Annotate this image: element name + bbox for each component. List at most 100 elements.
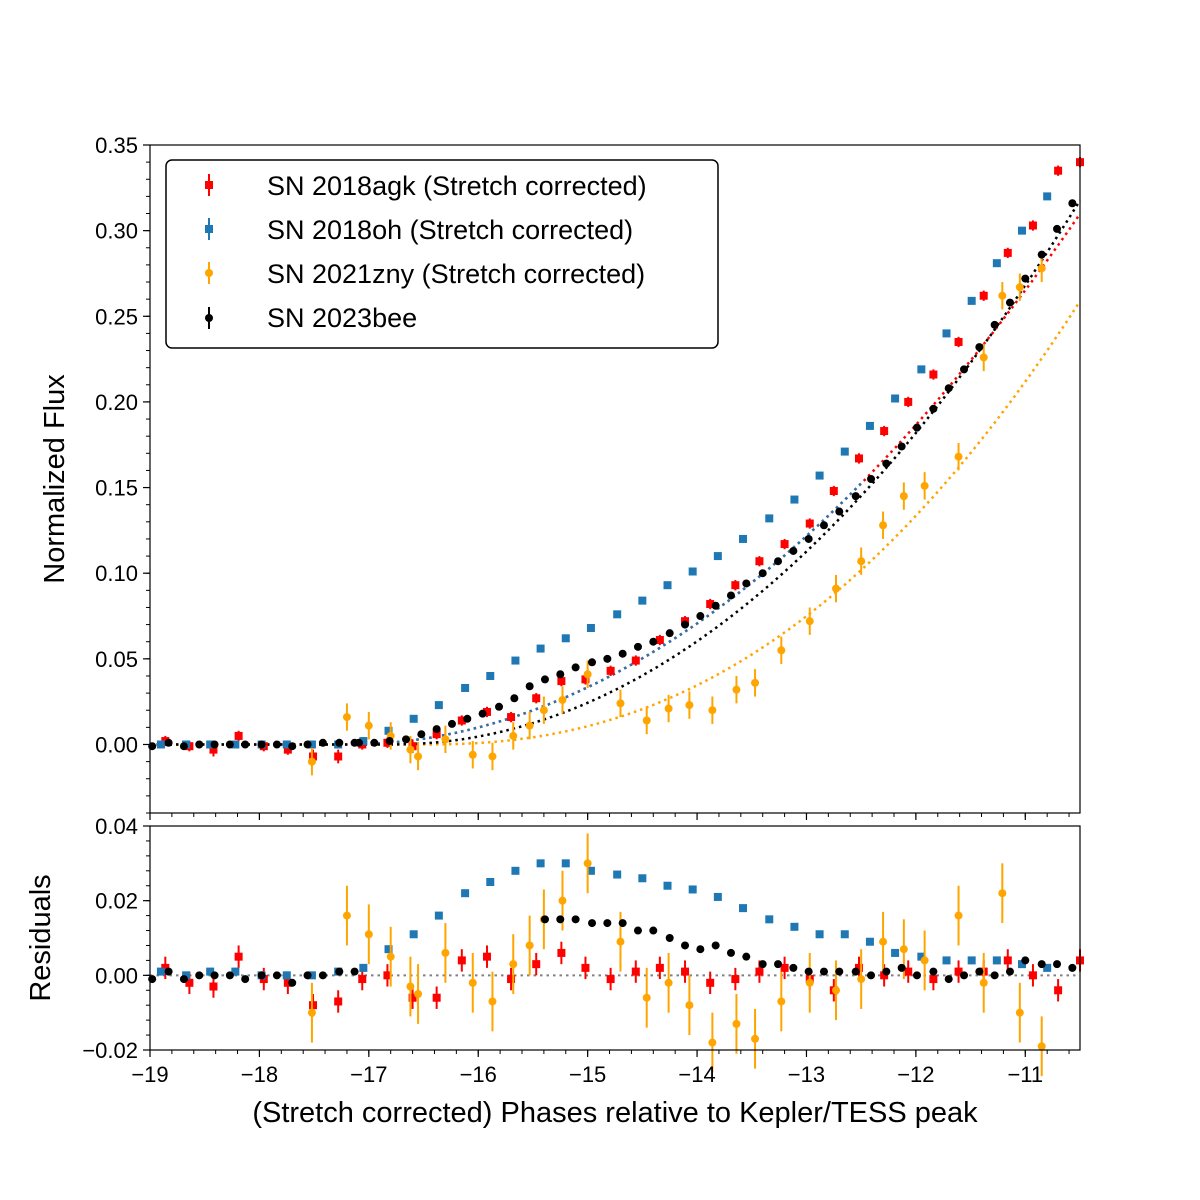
legend-marker-circle [205, 314, 213, 322]
data-point [588, 658, 597, 667]
data-point [161, 963, 170, 972]
data-point [432, 725, 441, 734]
y-tick-label: 0.00 [95, 963, 138, 988]
residual-x-ticks: −19 −18 −17 −16 −15 −14 −13 −12 −11 [131, 1050, 1070, 1087]
data-point [944, 384, 953, 393]
data-point [603, 919, 612, 928]
data-point [880, 971, 889, 980]
data-point [790, 922, 799, 931]
data-point [409, 930, 418, 939]
data-point [789, 963, 798, 972]
data-point [303, 740, 312, 749]
data-point [665, 934, 674, 942]
x-tick-label: −12 [897, 1062, 934, 1087]
data-point [851, 492, 860, 501]
data-point [409, 714, 418, 723]
main-fit-curves [150, 199, 1082, 746]
data-point [441, 948, 450, 957]
data-point [359, 963, 368, 972]
data-point [954, 337, 963, 346]
data-point [179, 742, 188, 751]
data-point [478, 709, 487, 718]
data-point [840, 447, 849, 456]
data-point [832, 986, 841, 995]
data-point [975, 343, 984, 352]
x-tick-label: −16 [460, 1062, 497, 1087]
data-point [364, 930, 373, 939]
legend-label-sn2023bee: SN 2023bee [267, 303, 417, 333]
data-point [463, 714, 472, 723]
x-tick-label: −17 [350, 1062, 387, 1087]
data-point [408, 993, 417, 1002]
series-sn-2021zny [307, 254, 1046, 776]
data-point [148, 742, 157, 751]
data-point [457, 956, 466, 965]
data-point [751, 1034, 760, 1043]
main-data-points [148, 156, 1084, 776]
data-point [288, 742, 297, 751]
data-point [586, 866, 595, 875]
data-point [571, 915, 580, 924]
data-point [434, 701, 443, 710]
data-point [880, 427, 889, 436]
data-point [195, 740, 204, 749]
data-point [1018, 960, 1027, 969]
data-point [561, 634, 570, 643]
data-point [511, 866, 520, 875]
data-point [706, 600, 715, 609]
data-point [1054, 986, 1063, 995]
data-point [998, 291, 1007, 300]
data-point [241, 740, 250, 749]
data-point [696, 945, 705, 954]
data-point [942, 329, 951, 338]
data-point [755, 557, 764, 566]
data-point [1021, 274, 1030, 283]
data-point [819, 521, 828, 530]
data-point [979, 291, 988, 300]
data-point [1054, 166, 1063, 175]
data-point [789, 546, 798, 555]
legend-marker-circle [205, 269, 213, 277]
data-point [257, 740, 266, 749]
data-point [525, 682, 534, 691]
data-point [303, 971, 312, 980]
data-point [664, 978, 673, 987]
data-point [742, 952, 751, 961]
data-point [706, 978, 715, 987]
data-point [765, 514, 774, 523]
data-point [879, 937, 888, 946]
data-point [613, 870, 622, 879]
x-tick-label: −14 [678, 1062, 715, 1087]
data-point [606, 666, 615, 675]
data-point [384, 945, 393, 954]
data-point [731, 975, 740, 984]
data-point [288, 978, 297, 987]
data-point [774, 960, 783, 969]
data-point [616, 937, 625, 946]
data-point [917, 952, 926, 961]
data-point [829, 486, 838, 495]
data-point [234, 731, 243, 740]
data-point [1068, 963, 1077, 972]
data-point [618, 919, 627, 928]
series-sn-2023bee [148, 915, 1077, 987]
data-point [318, 971, 327, 980]
residual-data-points [148, 833, 1084, 1077]
data-point [857, 975, 866, 984]
data-point [432, 993, 441, 1002]
data-point [954, 452, 963, 461]
data-point [1053, 960, 1062, 969]
data-point [633, 926, 642, 935]
data-point [359, 737, 368, 746]
data-point [681, 941, 690, 950]
data-point [206, 967, 215, 976]
data-point [992, 259, 1001, 268]
y-tick-label: 0.00 [95, 732, 138, 757]
data-point [283, 745, 292, 754]
residual-y-ticks: 0.04 0.02 0.00 −0.02 [82, 814, 150, 1063]
data-point [655, 636, 664, 645]
data-point [920, 481, 929, 490]
x-tick-label: −19 [131, 1062, 168, 1087]
data-point [1005, 298, 1014, 307]
data-point [1068, 199, 1077, 208]
